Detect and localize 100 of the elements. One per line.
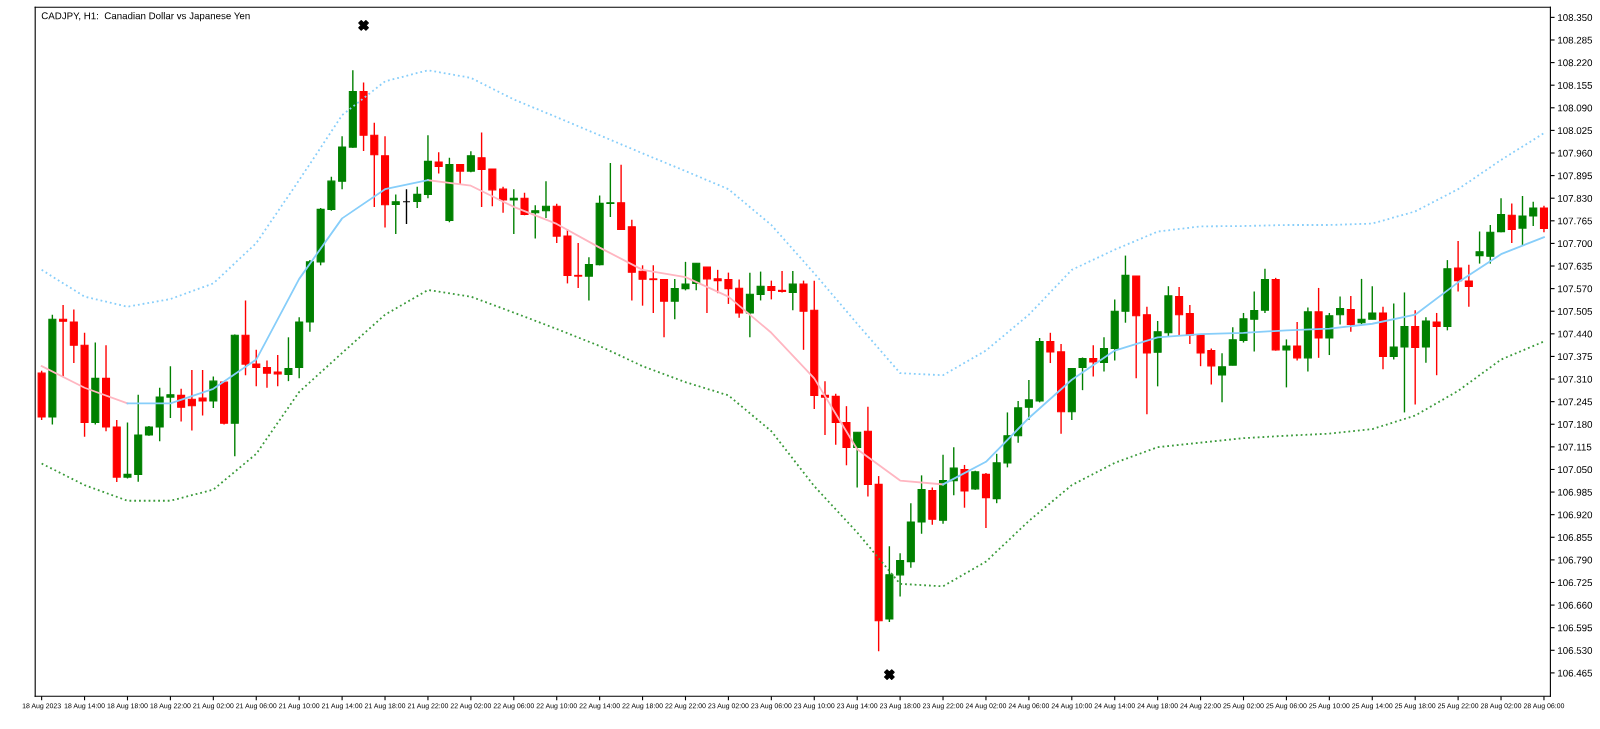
candlestick [59,304,68,378]
y-tick-label: 106.725 [1558,579,1593,587]
candlestick [166,365,175,419]
candlestick [273,354,282,388]
candlestick [960,464,969,509]
y-tick-label: 107.375 [1558,353,1593,361]
candlestick [209,375,218,409]
candlestick [1486,224,1495,265]
candlestick [1250,290,1259,353]
candlestick [1539,205,1549,233]
y-tick-label: 107.830 [1558,194,1593,202]
candlestick [606,162,615,218]
y-tick-label: 108.090 [1558,104,1593,112]
y-tick-label: 108.285 [1558,36,1593,44]
candlestick [391,193,400,235]
candlestick [1217,352,1227,404]
y-tick-label: 107.310 [1558,375,1593,383]
candlestick [187,369,196,432]
candlestick [1454,240,1463,293]
candlestick [1325,312,1334,356]
candlestick [69,308,78,364]
candlestick [1293,321,1302,362]
candlestick [745,271,754,339]
y-tick-label: 106.855 [1558,534,1593,541]
candlestick [1529,200,1538,227]
candlestick [788,270,797,311]
candlestick [1336,295,1345,326]
candlestick [488,168,497,207]
candlestick [1368,285,1377,320]
candlestick [574,242,583,289]
candlestick [252,349,261,388]
candlestick [1185,304,1194,345]
candlestick [477,131,486,208]
y-tick-label: 108.155 [1558,81,1593,89]
candlestick [896,552,905,598]
candlestick [702,266,711,314]
candlestick [724,271,733,305]
y-tick-label: 107.245 [1558,398,1593,406]
candlestick [638,264,647,307]
candlestick [1024,379,1033,421]
y-tick-label: 106.595 [1558,624,1593,632]
candlestick [670,278,679,320]
candlestick [1346,295,1355,333]
candlestick [1078,356,1087,391]
candlestick [681,261,690,292]
y-tick-label: 107.050 [1558,466,1593,474]
line-series [40,69,1545,377]
candlestick [756,270,765,302]
candlestick [1357,278,1366,326]
candlestick [1432,312,1441,376]
y-tick-label: 107.765 [1558,217,1593,225]
candlestick [262,359,272,389]
candlestick [541,180,551,219]
candlestick [1389,302,1398,361]
candlestick [499,186,508,214]
y-tick-label: 107.635 [1558,262,1593,270]
y-tick-label: 107.960 [1558,149,1593,157]
candlestick [659,278,669,339]
y-tick-label: 107.115 [1558,443,1592,451]
y-tick-label: 106.790 [1558,556,1593,564]
candlestick [1153,320,1162,388]
candlestick [1239,312,1248,344]
y-tick-label: 108.350 [1558,14,1593,21]
candlestick [981,472,990,529]
candlestick [1518,195,1527,246]
candlestick [1046,332,1055,364]
y-tick-label: 107.700 [1558,240,1593,248]
candlestick [649,264,658,314]
y-tick-label: 106.465 [1558,669,1593,677]
y-tick-label: 108.220 [1558,59,1593,67]
candlestick [1464,263,1473,308]
y-tick-label: 106.530 [1558,647,1593,654]
candlestick [1496,197,1506,233]
candlestick [1282,338,1291,389]
candlestick [284,336,293,382]
y-tick-label: 107.570 [1558,285,1593,293]
candlestick [767,279,776,301]
y-tick-label: 106.920 [1558,511,1593,519]
y-tick-label: 106.660 [1558,601,1593,609]
line-series [40,289,1545,588]
candlestick [1400,291,1409,414]
candlestick [434,151,443,175]
y-tick-label: 107.440 [1558,330,1593,338]
candlestick [456,163,465,186]
candlestick [1089,344,1098,378]
candlestick [413,186,422,209]
y-tick-label: 107.895 [1558,172,1593,180]
candlestick [1411,309,1420,406]
candlestick [531,204,540,240]
candlestick [1207,347,1216,386]
candlestick [370,122,379,208]
candlestick [1475,230,1484,265]
candlestick [1507,202,1516,244]
candlestick [1196,334,1205,367]
candlestick [123,421,132,480]
candlestick [509,188,518,235]
candlestick [1175,286,1184,336]
y-tick-label: 107.505 [1558,307,1593,315]
y-tick-label: 106.985 [1558,488,1593,496]
y-tick-label: 107.180 [1558,420,1593,428]
